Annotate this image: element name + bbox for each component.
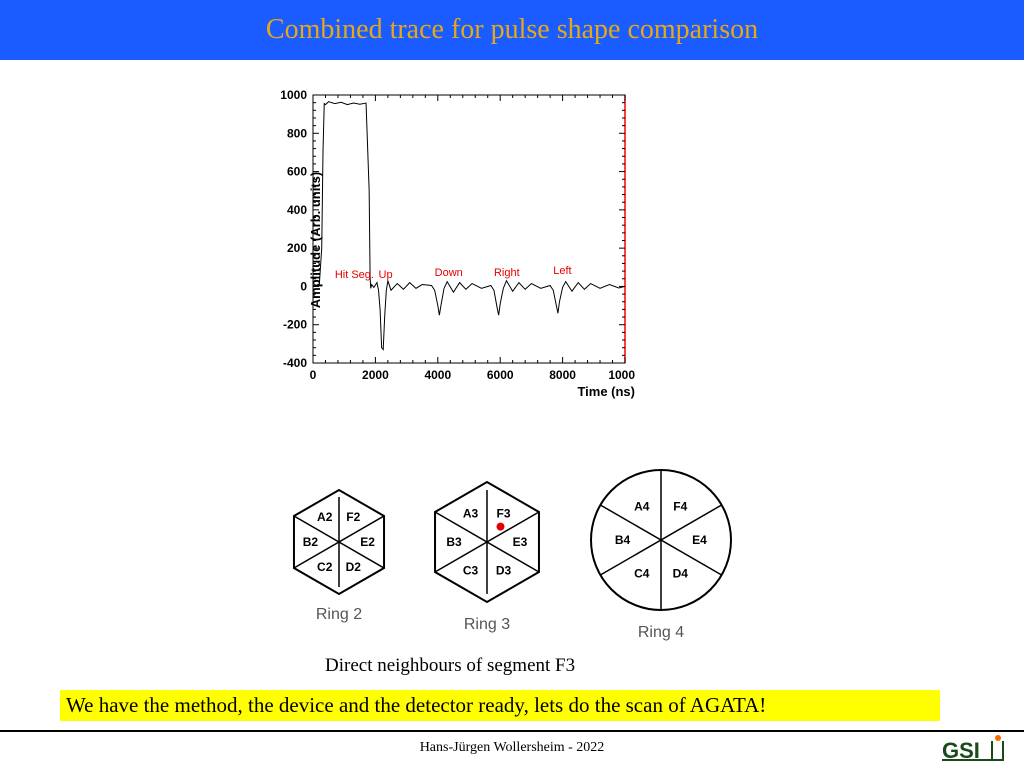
ring-2-label: Ring 2: [316, 606, 362, 624]
ring-3: A3 F3 E3 D3 C3 B3 Ring 3: [417, 472, 557, 634]
chart-annotation: Right: [494, 267, 520, 279]
chart-annotation: Left: [553, 265, 571, 277]
svg-text:4000: 4000: [424, 368, 451, 382]
pulse-chart: Amplitude (Arb. units) -400 -200 0 200 400 60…: [265, 85, 635, 395]
svg-text:2000: 2000: [362, 368, 389, 382]
ring-3-label: Ring 3: [464, 616, 510, 634]
svg-text:D3: D3: [496, 564, 512, 578]
footer-text: Hans-Jürgen Wollersheim - 2022: [420, 740, 605, 756]
chart-annotation: Down: [435, 267, 463, 279]
svg-text:F4: F4: [673, 500, 687, 514]
svg-text:B4: B4: [615, 533, 631, 547]
highlight-text: We have the method, the device and the d…: [60, 690, 940, 721]
svg-text:A4: A4: [634, 500, 650, 514]
svg-text:1000: 1000: [280, 88, 307, 102]
svg-text:F2: F2: [346, 510, 360, 524]
svg-text:600: 600: [287, 165, 307, 179]
svg-text:E3: E3: [513, 535, 528, 549]
ring-diagrams: A2F2E2D2C2B2 Ring 2 A3F3E3D3C3B3 Ring 3 …: [240, 460, 780, 650]
gsi-logo: GSI: [942, 734, 1012, 767]
svg-text:800: 800: [287, 126, 307, 140]
ring-4-label: Ring 4: [638, 624, 684, 642]
logo-text: GSI: [942, 738, 980, 762]
chart-annotation: Hit Seg.: [335, 269, 374, 281]
svg-text:A3: A3: [463, 506, 479, 520]
svg-text:B3: B3: [446, 535, 462, 549]
ring-4: A4 F4 E4 D4 C4 B4 Ring 4: [581, 460, 741, 642]
slide-title: Combined trace for pulse shape compariso…: [266, 14, 758, 46]
svg-text:-400: -400: [283, 356, 307, 370]
diagram-caption: Direct neighbours of segment F3: [325, 655, 575, 677]
chart-annotation: Up: [379, 269, 393, 281]
svg-text:10000: 10000: [608, 368, 635, 382]
svg-text:0: 0: [310, 368, 317, 382]
svg-text:C2: C2: [317, 560, 333, 574]
svg-text:E4: E4: [692, 533, 707, 547]
slide-header: Combined trace for pulse shape compariso…: [0, 0, 1024, 60]
svg-text:C4: C4: [634, 566, 650, 580]
svg-text:-200: -200: [283, 318, 307, 332]
svg-text:F3: F3: [496, 506, 510, 520]
chart-ylabel: Amplitude (Arb. units): [308, 172, 323, 309]
chart-xlabel: Time (ns): [577, 384, 635, 399]
svg-text:B2: B2: [303, 535, 319, 549]
svg-text:8000: 8000: [549, 368, 576, 382]
svg-text:A2: A2: [317, 510, 333, 524]
svg-text:C3: C3: [463, 564, 479, 578]
svg-text:0: 0: [300, 279, 307, 293]
svg-text:D4: D4: [673, 566, 689, 580]
footer-divider: [0, 730, 1024, 732]
svg-text:E2: E2: [360, 535, 375, 549]
svg-text:6000: 6000: [487, 368, 514, 382]
svg-text:D2: D2: [346, 560, 362, 574]
ring-2: A2 F2E2 D2 C2 B2 Ring 2: [279, 482, 399, 624]
svg-text:200: 200: [287, 241, 307, 255]
svg-text:400: 400: [287, 203, 307, 217]
